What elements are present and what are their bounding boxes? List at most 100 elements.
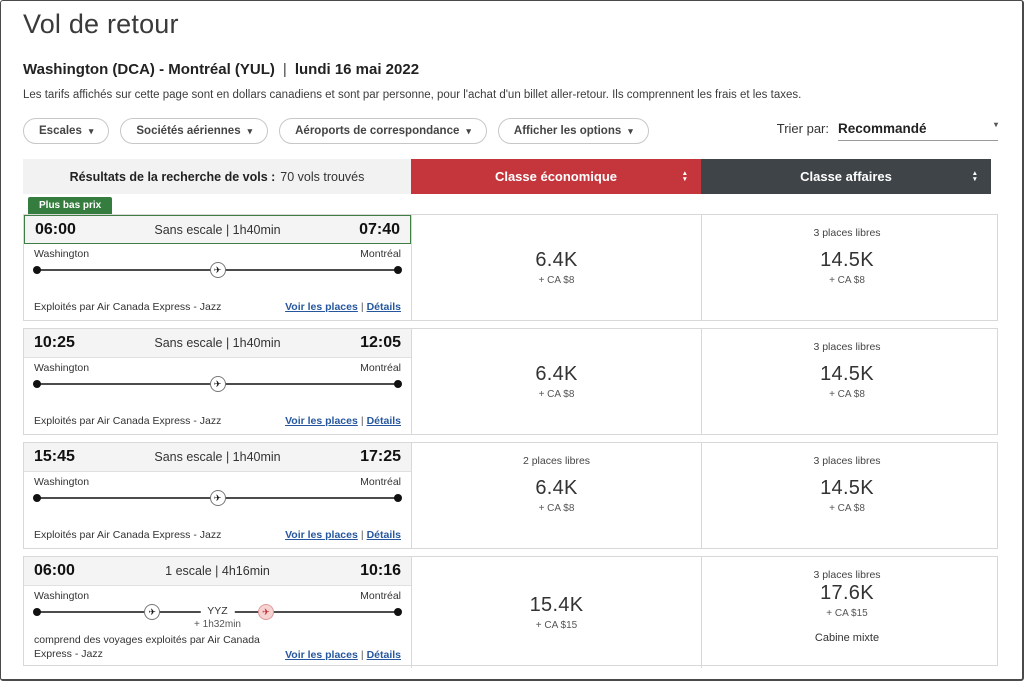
sort-selected-value: Recommandé xyxy=(838,121,927,136)
economy-fare-cell[interactable]: 6.4K + CA $8 xyxy=(412,329,702,434)
economy-fare-cell[interactable]: 15.4K + CA $15 xyxy=(412,557,702,669)
view-seats-link[interactable]: Voir les places xyxy=(285,529,358,541)
filter-stops-button[interactable]: Escales xyxy=(23,118,110,144)
fare-points: 14.5K xyxy=(820,363,874,385)
fare-points: 6.4K xyxy=(535,477,578,499)
filter-connections-label: Aéroports de correspondance xyxy=(295,125,460,137)
economy-column-header[interactable]: Classe économique ▲ ▼ xyxy=(411,159,701,194)
operator-note: Exploités par Air Canada Express - Jazz xyxy=(34,415,222,427)
time-strip: 10:25 Sans escale | 1h40min 12:05 xyxy=(24,329,411,358)
origin-city: Washington xyxy=(34,476,90,488)
flight-row: 10:25 Sans escale | 1h40min 12:05 Washin… xyxy=(23,328,998,435)
destination-city: Montréal xyxy=(360,476,401,488)
flight-info-cell: 06:00 1 escale | 4h16min 10:16 Washingto… xyxy=(24,557,412,669)
operator-note: Exploités par Air Canada Express - Jazz xyxy=(34,529,222,541)
route-endpoint-dot xyxy=(394,608,402,616)
sort-icon: ▲ ▼ xyxy=(971,169,978,183)
filter-bar: Escales Sociétés aériennes Aéroports de … xyxy=(23,118,998,144)
fare-surcharge: + CA $8 xyxy=(829,503,865,514)
chevron-down-icon xyxy=(89,127,94,136)
plane-icon: ✈ xyxy=(209,490,226,506)
chevron-down-icon xyxy=(248,127,253,136)
business-fare-cell[interactable]: 3 places libres 14.5K + CA $8 xyxy=(702,329,992,434)
fare-surcharge: + CA $15 xyxy=(826,607,868,619)
view-seats-link[interactable]: Voir les places xyxy=(285,301,358,313)
flight-row: 06:00 Sans escale | 1h40min 07:40 Washin… xyxy=(23,214,998,321)
economy-fare-cell[interactable]: 2 places libres 6.4K + CA $8 xyxy=(412,443,702,548)
route-graphic: Washington Montréal ✈ xyxy=(24,472,411,529)
seats-available: 3 places libres xyxy=(813,569,881,581)
sort-select[interactable]: Recommandé xyxy=(838,121,998,141)
operator-note: Exploités par Air Canada Express - Jazz xyxy=(34,301,222,313)
filter-airlines-button[interactable]: Sociétés aériennes xyxy=(120,118,269,144)
time-strip: 06:00 1 escale | 4h16min 10:16 xyxy=(24,557,411,586)
details-link[interactable]: Détails xyxy=(366,529,401,541)
route-graphic: Washington Montréal ✈ xyxy=(24,358,411,415)
view-seats-link[interactable]: Voir les places xyxy=(285,649,358,662)
route-graphic: Washington Montréal ✈ xyxy=(24,244,411,301)
departure-time: 10:25 xyxy=(34,334,75,351)
stop-plane-icon: ✈ xyxy=(257,604,274,620)
business-fare-cell[interactable]: 3 places libres 17.6K + CA $15 Cabine mi… xyxy=(702,557,992,668)
filter-options-button[interactable]: Afficher les options xyxy=(497,118,649,144)
fare-points: 6.4K xyxy=(535,249,578,271)
economy-fare-cell[interactable]: 6.4K + CA $8 xyxy=(412,215,702,320)
fare-surcharge: + CA $15 xyxy=(535,620,578,632)
business-column-header[interactable]: Classe affaires ▲ ▼ xyxy=(701,159,991,194)
filter-connections-button[interactable]: Aéroports de correspondance xyxy=(279,118,487,144)
sort-label: Trier par: xyxy=(776,121,829,136)
route-endpoint-dot xyxy=(33,494,41,502)
fare-surcharge: + CA $8 xyxy=(538,503,575,514)
plane-icon: ✈ xyxy=(209,262,226,278)
results-header-bar: Résultats de la recherche de vols : 70 v… xyxy=(23,159,998,194)
seats-available: 2 places libres xyxy=(522,455,591,467)
lowest-price-badge: Plus bas prix xyxy=(28,197,113,214)
time-strip: 15:45 Sans escale | 1h40min 17:25 xyxy=(24,443,411,472)
view-seats-link[interactable]: Voir les places xyxy=(285,415,358,427)
origin-city: Washington xyxy=(34,362,90,374)
stops-duration: Sans escale | 1h40min xyxy=(154,450,281,464)
time-strip: 06:00 Sans escale | 1h40min 07:40 xyxy=(24,215,411,244)
flight-row: 15:45 Sans escale | 1h40min 17:25 Washin… xyxy=(23,442,998,549)
route-endpoint-dot xyxy=(33,380,41,388)
page-title: Vol de retour xyxy=(23,9,179,39)
details-link[interactable]: Détails xyxy=(366,415,401,427)
operator-note: comprend des voyages exploités par Air C… xyxy=(34,634,260,661)
business-fare-cell[interactable]: 3 places libres 14.5K + CA $8 xyxy=(702,443,992,548)
fare-points: 6.4K xyxy=(535,363,578,385)
fare-surcharge: + CA $8 xyxy=(829,275,865,286)
route-date-header: Washington (DCA) - Montréal (YUL) | lundi … xyxy=(23,61,998,78)
results-summary: Résultats de la recherche de vols : 70 v… xyxy=(23,159,411,194)
link-separator: | xyxy=(360,529,364,541)
chevron-down-icon xyxy=(466,127,471,136)
fare-points: 15.4K xyxy=(529,594,584,617)
date-text: lundi 16 mai 2022 xyxy=(294,61,420,78)
arrival-time: 07:40 xyxy=(359,220,400,238)
seats-available: 3 places libres xyxy=(813,227,881,239)
sort-icon: ▲ ▼ xyxy=(681,169,688,183)
arrival-time: 10:16 xyxy=(360,562,401,579)
origin-city: Washington xyxy=(34,248,90,260)
flight-info-cell: 10:25 Sans escale | 1h40min 12:05 Washin… xyxy=(24,329,412,434)
chevron-down-icon xyxy=(628,127,633,136)
arrival-time: 17:25 xyxy=(360,448,401,465)
details-link[interactable]: Détails xyxy=(366,649,401,662)
fare-points: 17.6K xyxy=(820,581,874,604)
flight-row: 06:00 1 escale | 4h16min 10:16 Washingto… xyxy=(23,556,998,669)
destination-city: Montréal xyxy=(360,590,401,602)
details-link[interactable]: Détails xyxy=(366,301,401,313)
departure-time: 06:00 xyxy=(35,220,76,238)
fare-surcharge: + CA $8 xyxy=(538,275,575,286)
fare-disclaimer: Les tarifs affichés sur cette page sont … xyxy=(23,89,802,101)
business-fare-cell[interactable]: 3 places libres 14.5K + CA $8 xyxy=(702,215,992,320)
route-endpoint-dot xyxy=(394,266,402,274)
connection-airport-code: YYZ xyxy=(200,605,235,617)
filter-stops-label: Escales xyxy=(39,125,82,137)
results-label: Résultats de la recherche de vols : xyxy=(69,169,276,184)
fare-surcharge: + CA $8 xyxy=(538,389,575,400)
flight-info-cell: 06:00 Sans escale | 1h40min 07:40 Washin… xyxy=(24,215,412,320)
plane-icon: ✈ xyxy=(144,604,161,620)
route-endpoint-dot xyxy=(394,494,402,502)
filter-airlines-label: Sociétés aériennes xyxy=(136,125,241,137)
